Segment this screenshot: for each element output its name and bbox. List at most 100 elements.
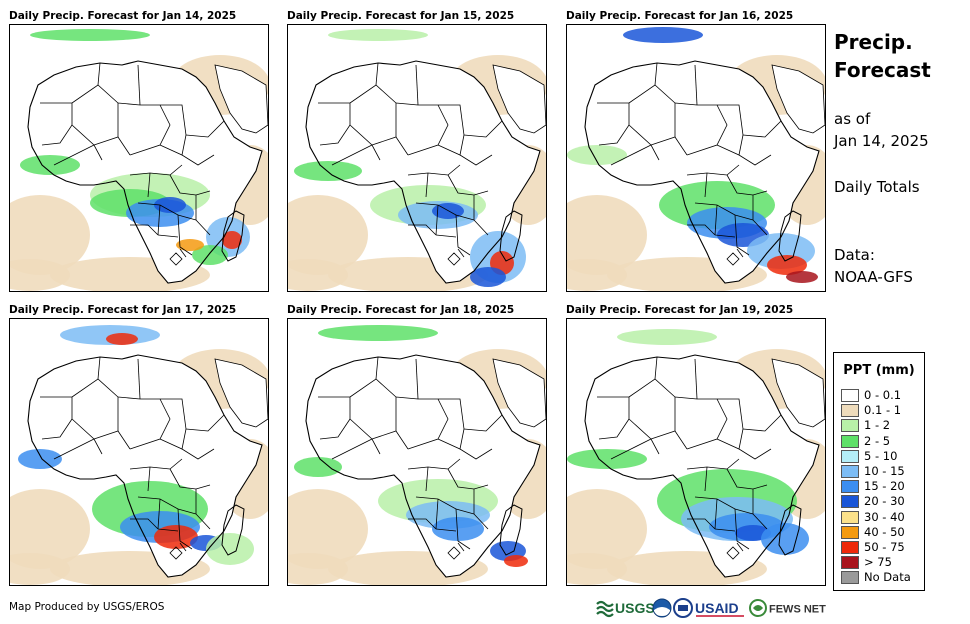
as-of-value: Jan 14, 2025	[834, 132, 929, 150]
country-border	[425, 466, 429, 492]
country-border	[435, 234, 457, 238]
country-border	[157, 498, 161, 530]
fews-net-logo-text: FEWS NET	[769, 604, 826, 616]
precip-area-light	[567, 489, 647, 569]
precip-area	[786, 271, 818, 283]
country-border	[463, 414, 503, 432]
coastline	[305, 60, 541, 284]
arabia-landmass	[493, 65, 546, 133]
usaid-seal	[673, 598, 693, 618]
africa-map	[288, 319, 546, 585]
precip-area-light	[567, 553, 627, 585]
country-border	[459, 448, 493, 460]
usgs-logo: USGS	[596, 600, 655, 618]
country-border	[195, 513, 211, 530]
country-border	[137, 358, 141, 400]
country-border	[41, 418, 73, 440]
arabia-outline	[771, 358, 825, 428]
precip-area	[154, 197, 186, 213]
africa-map	[10, 25, 268, 291]
precip-map	[287, 318, 547, 586]
country-border	[598, 124, 630, 146]
arabia-outline	[214, 358, 268, 428]
precip-area	[567, 145, 627, 165]
panel-title: Daily Precip. Forecast for Jan 16, 2025	[566, 10, 794, 22]
precip-area-light	[288, 489, 368, 569]
africa-map	[288, 25, 546, 291]
madagascar-outline	[778, 210, 802, 262]
as-of-label: as of	[834, 110, 871, 128]
country-border	[473, 219, 489, 236]
legend-label: 0 - 0.1	[864, 388, 902, 402]
country-border	[185, 120, 225, 138]
precip-area	[504, 555, 528, 567]
country-border	[687, 518, 716, 530]
usaid-logo: USAID	[695, 600, 744, 617]
country-border	[435, 204, 439, 236]
country-border	[726, 252, 740, 266]
country-border	[704, 466, 708, 492]
precip-area	[432, 517, 484, 541]
precip-area-light	[288, 553, 348, 585]
precip-area-light	[10, 489, 90, 569]
country-border	[147, 466, 151, 492]
precip-area-light	[10, 553, 70, 585]
precip-area	[222, 231, 242, 249]
country-border	[41, 124, 73, 146]
panel-title: Daily Precip. Forecast for Jan 14, 2025	[9, 10, 237, 22]
legend-label: 1 - 2	[864, 418, 891, 433]
country-border	[447, 468, 489, 490]
country-border	[169, 252, 183, 266]
legend-title: PPT (mm)	[843, 363, 915, 378]
as-of-date: as of Jan 14, 2025	[834, 108, 929, 152]
country-border	[319, 418, 351, 440]
country-border	[610, 438, 652, 460]
country-border	[694, 496, 754, 515]
country-border	[415, 358, 419, 400]
country-border	[160, 104, 187, 136]
country-border	[415, 202, 475, 221]
country-border	[408, 224, 437, 236]
usaid-logo-text: USAID	[695, 600, 739, 616]
legend-swatch	[841, 525, 859, 539]
country-border	[129, 104, 171, 156]
precip-area	[328, 29, 428, 41]
country-border	[704, 172, 708, 198]
country-border	[375, 356, 379, 380]
country-border	[714, 498, 718, 530]
country-border	[407, 398, 449, 450]
country-border	[425, 172, 429, 198]
country-border	[438, 104, 465, 136]
country-border	[598, 418, 630, 440]
legend-swatch	[841, 556, 859, 570]
coastline	[27, 60, 263, 284]
country-border	[457, 248, 465, 258]
forecast-title: Precip. Forecast	[834, 28, 931, 84]
country-border	[179, 248, 187, 258]
panel-title: Daily Precip. Forecast for Jan 15, 2025	[287, 10, 515, 22]
country-border	[687, 224, 716, 236]
precip-area-light	[288, 259, 348, 291]
panel-title: Daily Precip. Forecast for Jan 17, 2025	[9, 304, 237, 316]
data-source-label: Data:	[834, 246, 875, 264]
country-border	[717, 104, 744, 136]
country-border	[686, 164, 740, 176]
precip-area	[767, 255, 807, 275]
arabia-landmass	[215, 359, 268, 427]
country-border	[130, 224, 159, 236]
legend-label: 15 - 20	[864, 479, 905, 494]
arabia-outline	[492, 358, 546, 428]
country-border	[694, 202, 754, 221]
panel-title: Daily Precip. Forecast for Jan 19, 2025	[566, 304, 794, 316]
country-border	[714, 528, 736, 532]
madagascar-outline	[499, 210, 523, 262]
country-border	[97, 62, 101, 86]
legend-label: 40 - 50	[864, 524, 905, 539]
country-border	[331, 438, 373, 460]
country-border	[752, 219, 768, 236]
country-border	[447, 252, 461, 266]
precip-area	[623, 27, 703, 43]
country-border	[752, 513, 768, 530]
precip-map	[9, 24, 269, 292]
